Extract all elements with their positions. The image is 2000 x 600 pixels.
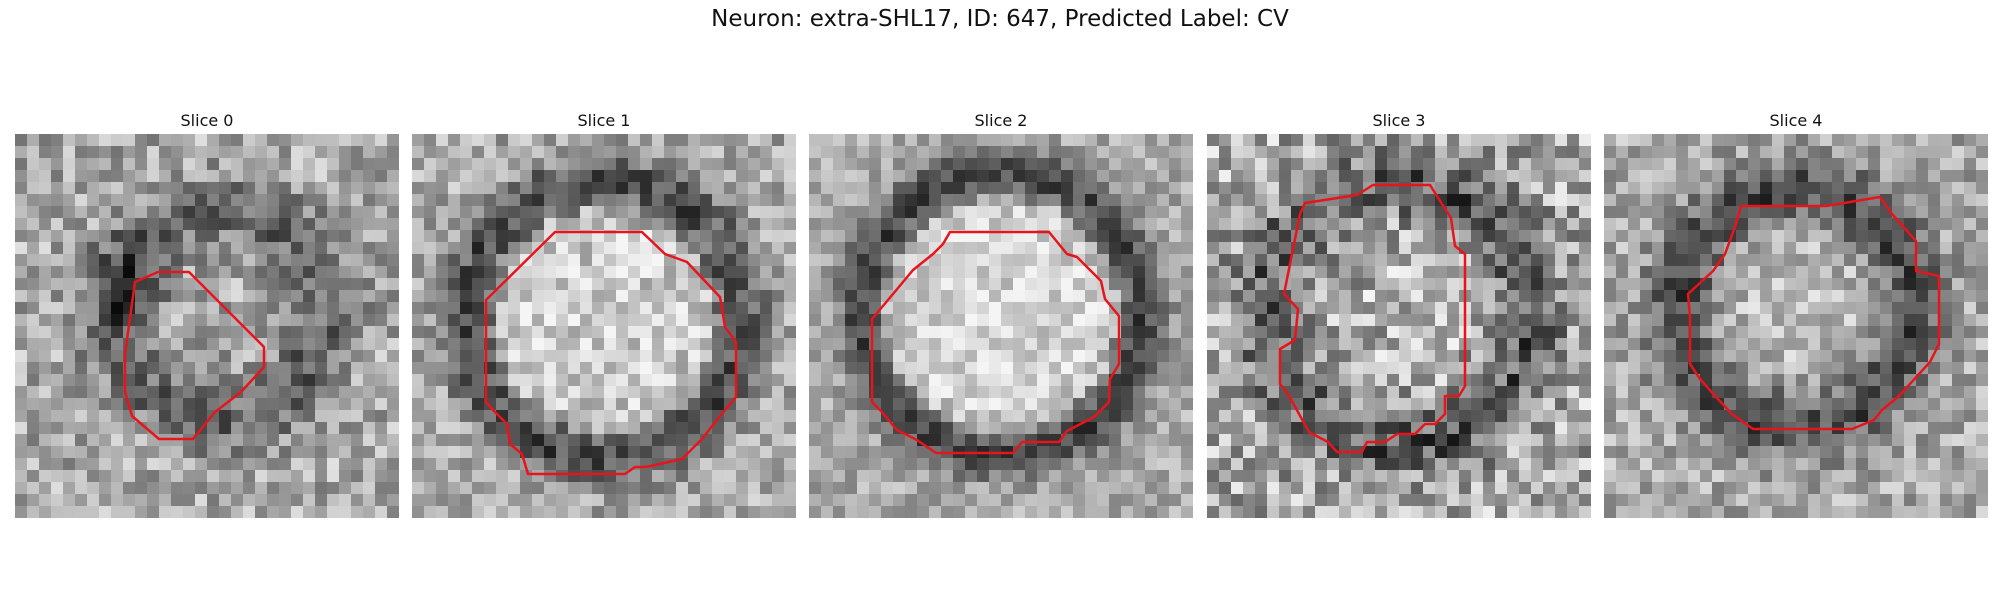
segmentation-contour (1278, 183, 1467, 454)
slice-title: Slice 4 (1769, 111, 1823, 130)
grayscale-image (1604, 134, 1988, 518)
figure-title: Neuron: extra-SHL17, ID: 647, Predicted … (711, 6, 1289, 32)
slice-panel-1: Slice 1 (412, 108, 796, 518)
slice-title: Slice 0 (180, 111, 234, 130)
slice-title: Slice 1 (577, 111, 631, 130)
slice-title: Slice 2 (974, 111, 1028, 130)
slice-image (1207, 134, 1591, 518)
segmentation-contour (123, 270, 266, 441)
slice-panel-4: Slice 4 (1604, 108, 1988, 518)
grayscale-image (412, 134, 796, 518)
slice-panel-2: Slice 2 (809, 108, 1193, 518)
grayscale-image (1207, 134, 1591, 518)
slice-image (1604, 134, 1988, 518)
slice-title: Slice 3 (1372, 111, 1426, 130)
slice-image (412, 134, 796, 518)
slice-image (15, 134, 399, 518)
slice-image (809, 134, 1193, 518)
grayscale-image (15, 134, 399, 518)
slice-panel-0: Slice 0 (15, 108, 399, 518)
segmentation-contour (484, 230, 738, 476)
slice-panel-3: Slice 3 (1207, 108, 1591, 518)
segmentation-contour (1686, 195, 1941, 431)
segmentation-contour (870, 230, 1121, 455)
